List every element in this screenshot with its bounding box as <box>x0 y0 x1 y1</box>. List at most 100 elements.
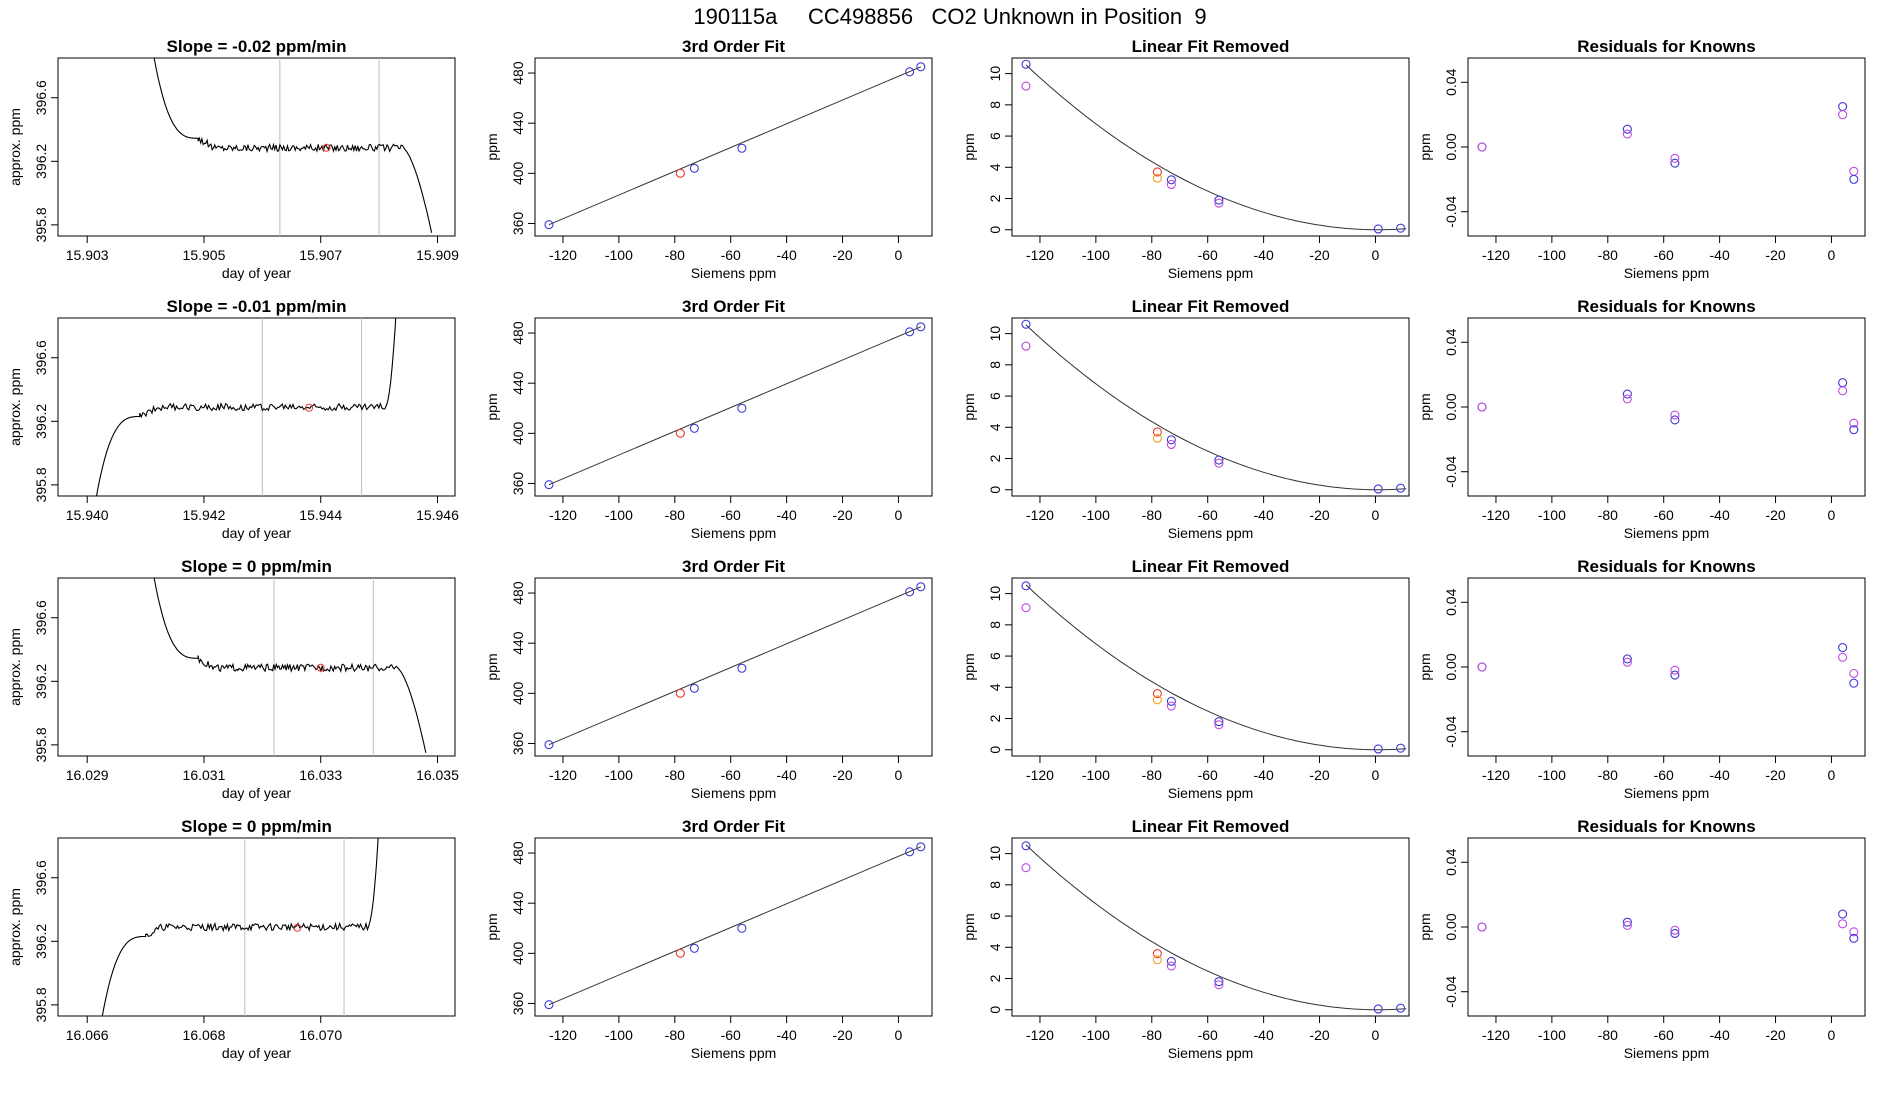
x-axis-label: Siemens ppm <box>1624 525 1710 541</box>
x-tick-label: -120 <box>1482 507 1510 523</box>
data-point <box>916 322 926 332</box>
data-point <box>1214 720 1224 730</box>
x-axis-label: Siemens ppm <box>691 1045 777 1061</box>
y-tick-label: 396.6 <box>33 340 49 375</box>
y-tick-label: 480 <box>510 61 526 85</box>
chart-title: 3rd Order Fit <box>682 817 785 836</box>
x-tick-label: 16.070 <box>299 1027 342 1043</box>
data-point <box>675 688 685 698</box>
panel-r1-c3: Linear Fit Removed -120 -100 -80 -60 -40 -20 0 0… <box>961 37 1410 281</box>
data-point <box>1838 652 1848 662</box>
x-tick-label: -120 <box>1482 767 1510 783</box>
x-axis-label: day of year <box>222 265 292 281</box>
x-tick-label: -100 <box>605 1027 633 1043</box>
y-tick-label: 10 <box>987 66 1003 82</box>
data-point <box>1670 158 1680 168</box>
x-tick-label: -100 <box>1538 247 1566 263</box>
x-axis-label: day of year <box>222 1045 292 1061</box>
data-point <box>689 423 699 433</box>
y-tick-label: 4 <box>987 683 1003 691</box>
chart-title: Slope = 0 ppm/min <box>181 557 332 576</box>
data-point <box>1152 688 1162 699</box>
data-point <box>1021 59 1031 69</box>
data-point <box>1622 394 1632 404</box>
plot-frame <box>57 837 456 1017</box>
data-point <box>1838 919 1848 929</box>
plot-area <box>1021 59 1407 234</box>
x-tick-label: 0 <box>1372 1027 1380 1043</box>
x-tick-label: -120 <box>549 507 577 523</box>
x-tick-label: 15.903 <box>66 247 109 263</box>
x-tick-label: -120 <box>549 767 577 783</box>
data-point <box>1152 695 1162 705</box>
y-tick-label: 396.2 <box>33 404 49 439</box>
data-point <box>1021 341 1031 351</box>
data-point <box>675 168 685 178</box>
x-tick-label: -80 <box>1598 1027 1618 1043</box>
data-point <box>1622 917 1632 927</box>
panel-r4-c3: Linear Fit Removed -120 -100 -80 -60 -40 -20 0 0… <box>961 817 1410 1061</box>
data-point <box>1214 455 1224 465</box>
data-point <box>1849 668 1859 679</box>
y-tick-label: 4 <box>987 163 1003 171</box>
data-point <box>1166 179 1176 190</box>
data-point <box>1622 657 1632 667</box>
data-point <box>1166 701 1176 711</box>
x-tick-label: 0 <box>1828 767 1836 783</box>
panel-r2-c3: Linear Fit Removed -120 -100 -80 -60 -40 -20 0 0… <box>961 297 1410 541</box>
y-tick-label: 440 <box>510 371 526 395</box>
y-tick-label: 2 <box>987 194 1003 202</box>
data-point <box>1021 841 1031 851</box>
y-tick-label: -0.04 <box>1443 196 1459 228</box>
y-tick-label: 0.00 <box>1443 133 1459 160</box>
x-tick-label: -40 <box>1710 247 1730 263</box>
y-tick-label: 400 <box>510 421 526 445</box>
data-point <box>689 943 699 953</box>
panel-r1-c4: Residuals for Knowns -120 -100 -80 -60 -40 -20… <box>1417 37 1866 281</box>
x-tick-label: 15.909 <box>416 247 459 263</box>
x-tick-label: -40 <box>1254 507 1274 523</box>
data-point <box>1622 129 1632 139</box>
x-tick-label: -60 <box>1198 767 1218 783</box>
data-point <box>1670 925 1680 935</box>
y-axis-label: ppm <box>961 133 977 160</box>
chart-title: Linear Fit Removed <box>1132 817 1290 836</box>
y-tick-label: 6 <box>987 912 1003 920</box>
data-point <box>1152 948 1162 959</box>
x-tick-label: -100 <box>1538 767 1566 783</box>
x-axis-label: Siemens ppm <box>1168 785 1254 801</box>
y-tick-label: 395.8 <box>33 987 49 1022</box>
x-tick-label: 15.944 <box>299 507 342 523</box>
plot-frame <box>1011 837 1410 1017</box>
data-point <box>1373 744 1383 754</box>
y-tick-label: 440 <box>510 891 526 915</box>
chart-title: 3rd Order Fit <box>682 37 785 56</box>
y-tick-label: 400 <box>510 161 526 185</box>
y-axis-label: ppm <box>961 393 977 420</box>
page-title: 190115a CC498856 CO2 Unknown in Position… <box>693 4 1207 29</box>
data-point <box>1214 198 1224 208</box>
y-tick-label: 2 <box>987 454 1003 462</box>
x-tick-label: -80 <box>1142 767 1162 783</box>
x-tick-label: -60 <box>721 767 741 783</box>
x-tick-label: -80 <box>665 767 685 783</box>
y-tick-label: 396.6 <box>33 600 49 635</box>
x-tick-label: -100 <box>1538 507 1566 523</box>
data-point <box>905 847 915 857</box>
y-axis-label: ppm <box>961 653 977 680</box>
x-tick-label: 16.031 <box>183 767 226 783</box>
data-point <box>1166 439 1176 450</box>
y-tick-label: 480 <box>510 581 526 605</box>
data-point <box>1373 1004 1383 1014</box>
data-point <box>737 403 747 413</box>
x-tick-label: 16.035 <box>416 767 459 783</box>
x-tick-label: 0 <box>895 507 903 523</box>
y-axis-label: approx. ppm <box>7 108 23 186</box>
x-tick-label: -80 <box>1598 767 1618 783</box>
y-tick-label: 2 <box>987 714 1003 722</box>
data-point <box>1670 410 1680 420</box>
x-tick-label: 0 <box>1372 767 1380 783</box>
x-tick-label: -40 <box>1254 247 1274 263</box>
data-point <box>1622 389 1632 399</box>
x-tick-label: -20 <box>832 767 852 783</box>
